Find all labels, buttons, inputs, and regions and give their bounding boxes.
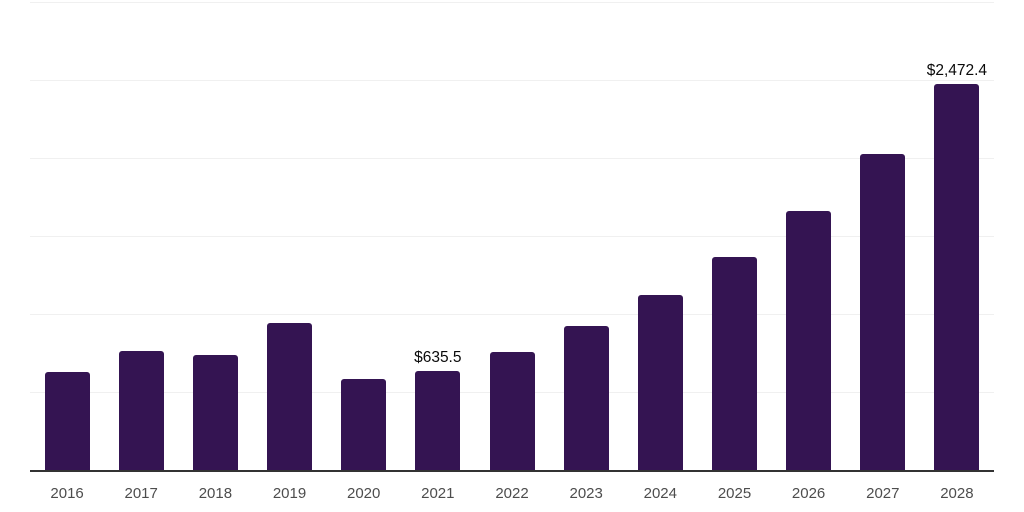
bar-2027 (860, 154, 906, 470)
x-tick-label-2016: 2016 (50, 485, 84, 502)
bar-2025 (712, 257, 757, 470)
x-tick-label-2020: 2020 (347, 485, 381, 502)
x-tick-label-2023: 2023 (569, 485, 603, 502)
x-tick-label-2027: 2027 (866, 485, 900, 502)
x-tick-label-2022: 2022 (495, 485, 529, 502)
bar-2028 (934, 84, 980, 470)
x-tick-label-2024: 2024 (643, 485, 677, 502)
gridline-1500 (30, 236, 994, 237)
bar-2021 (415, 370, 461, 470)
bar-2020 (341, 378, 387, 470)
bar-2019 (267, 323, 312, 470)
bar-2018 (192, 355, 238, 470)
x-tick-label-2025: 2025 (717, 485, 752, 502)
bar-value-label-2021: $635.5 (414, 348, 462, 366)
bar-2026 (786, 211, 832, 470)
x-tick-label-2026: 2026 (791, 485, 826, 502)
x-tick-label-2028: 2028 (940, 485, 974, 502)
bar-2022 (489, 352, 535, 470)
bar-2024 (637, 294, 683, 470)
gridline-2000 (30, 158, 994, 159)
gridline-1000 (30, 314, 994, 315)
gridline-3000 (30, 2, 994, 3)
x-axis-line (30, 470, 994, 472)
x-tick-label-2021: 2021 (421, 485, 455, 502)
bar-2017 (118, 350, 164, 470)
bar-2023 (563, 325, 609, 470)
bar-2016 (44, 371, 90, 470)
x-tick-label-2019: 2019 (272, 485, 307, 502)
x-tick-label-2017: 2017 (124, 485, 158, 502)
x-tick-label-2018: 2018 (198, 485, 233, 502)
bar-value-label-2028: $2,472.4 (926, 62, 988, 80)
gridline-2500 (30, 80, 994, 81)
